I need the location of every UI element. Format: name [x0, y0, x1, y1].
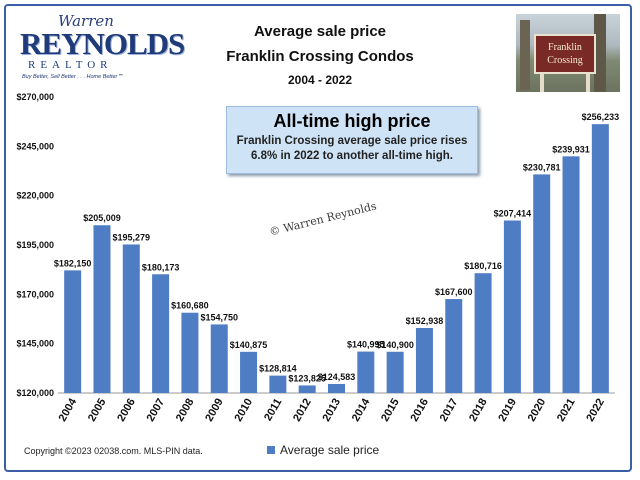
- x-tick-label: 2016: [408, 397, 431, 424]
- legend-swatch: [267, 446, 275, 454]
- bar: [562, 156, 580, 393]
- data-label: $180,716: [464, 261, 502, 271]
- bar: [122, 244, 140, 393]
- legend: Average sale price: [267, 443, 379, 457]
- x-tick-label: 2013: [320, 397, 343, 424]
- data-label: $256,233: [582, 112, 620, 122]
- bar: [210, 324, 228, 393]
- y-tick-label: $170,000: [16, 289, 54, 299]
- bar: [298, 385, 316, 393]
- bar: [152, 274, 170, 393]
- copyright-footer: Copyright ©2023 02038.com. MLS-PIN data.: [24, 446, 203, 456]
- y-tick-label: $220,000: [16, 191, 54, 201]
- x-tick-label: 2017: [438, 397, 461, 424]
- x-tick-label: 2022: [584, 397, 607, 424]
- callout-box: All-time high price Franklin Crossing av…: [226, 106, 478, 174]
- bar: [327, 383, 346, 393]
- x-tick-label: 2009: [203, 397, 226, 424]
- bar: [240, 351, 258, 393]
- data-label: $140,875: [230, 340, 268, 350]
- data-label: $154,750: [200, 312, 238, 322]
- bar: [591, 124, 609, 394]
- y-tick-label: $120,000: [16, 388, 54, 398]
- franklin-crossing-sign: Franklin Crossing: [534, 34, 596, 74]
- x-tick-label: 2020: [526, 397, 549, 424]
- data-label: $167,600: [435, 287, 473, 297]
- realtor-logo: Warren REYNOLDS REALTOR Buy Better, Sell…: [18, 12, 185, 92]
- data-label: $124,583: [318, 372, 356, 382]
- legend-label: Average sale price: [280, 443, 380, 457]
- logo-realtor: REALTOR: [28, 59, 113, 71]
- data-label: $140,995: [347, 340, 385, 350]
- data-label: $205,009: [83, 213, 121, 223]
- x-tick-label: 2008: [174, 397, 197, 424]
- callout-heading: All-time high price: [273, 111, 431, 131]
- bar: [415, 328, 433, 393]
- bar: [357, 351, 375, 393]
- data-label: $207,414: [494, 209, 532, 219]
- logo-surname: REYNOLDS: [20, 26, 185, 61]
- x-tick-label: 2015: [379, 397, 402, 424]
- bar: [269, 375, 287, 393]
- x-tick-label: 2004: [57, 396, 80, 424]
- bar: [445, 299, 463, 393]
- callout-body: Franklin Crossing average sale price ris…: [227, 134, 477, 164]
- logo-script-name: Warren: [58, 12, 114, 30]
- x-tick-label: 2005: [86, 397, 109, 424]
- data-label: $195,279: [113, 232, 151, 242]
- sign-photo: Franklin Crossing: [516, 14, 620, 92]
- chart-years: 2004 - 2022: [287, 73, 353, 87]
- chart-title: Average sale price: [253, 23, 387, 40]
- bar: [64, 270, 82, 393]
- bar: [474, 273, 492, 393]
- data-label: $239,931: [552, 144, 590, 154]
- x-tick-label: 2018: [467, 397, 490, 424]
- data-label: $128,814: [259, 364, 297, 374]
- bar: [181, 312, 199, 393]
- data-label: $152,938: [406, 316, 444, 326]
- sign-post: [586, 72, 590, 92]
- x-tick-label: 2007: [145, 397, 168, 424]
- callout-line: 6.8% in 2022 to another all-time high.: [251, 150, 453, 162]
- x-tick-label: 2021: [555, 397, 578, 424]
- x-tick-label: 2019: [496, 397, 519, 424]
- chart-subtitle: Franklin Crossing Condos: [226, 48, 414, 65]
- data-label: $180,173: [142, 262, 180, 272]
- data-label: $140,900: [376, 340, 414, 350]
- logo-tagline: Buy Better, Sell Better . . . Home Bette…: [22, 74, 123, 80]
- sign-post: [540, 72, 544, 92]
- bar: [533, 174, 551, 393]
- bar: [93, 225, 111, 393]
- x-tick-label: 2011: [262, 397, 284, 424]
- y-tick-label: $245,000: [16, 141, 54, 151]
- x-tick-label: 2010: [233, 397, 256, 424]
- x-tick-label: 2012: [291, 397, 314, 424]
- callout-line: Franklin Crossing average sale price ris…: [236, 135, 468, 147]
- y-tick-label: $270,000: [16, 92, 54, 102]
- bar: [386, 351, 404, 393]
- data-label: $182,150: [54, 258, 92, 268]
- y-tick-label: $195,000: [16, 240, 54, 250]
- x-tick-label: 2014: [350, 396, 373, 424]
- y-tick-label: $145,000: [16, 339, 54, 349]
- chart-frame: [4, 4, 632, 472]
- data-label: $230,781: [523, 162, 561, 172]
- bar: [503, 220, 521, 393]
- data-label: $123,825: [288, 373, 326, 383]
- tree-trunk: [520, 20, 530, 90]
- data-label: $160,680: [171, 301, 209, 311]
- x-tick-label: 2006: [115, 397, 138, 424]
- tree-trunk: [594, 14, 606, 92]
